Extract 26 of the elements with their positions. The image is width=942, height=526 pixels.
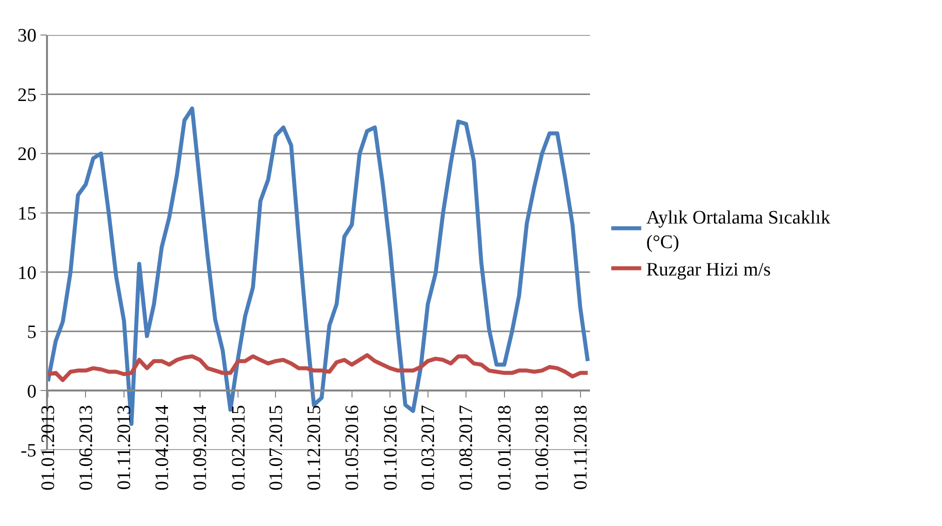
x-tick-label: 01.01.2018 — [494, 405, 516, 491]
x-tick-label: 01.10.2016 — [380, 405, 402, 491]
legend-label: Aylık Ortalama Sıcaklık (°C) — [646, 207, 831, 253]
x-tick-label: 01.02.2015 — [228, 405, 250, 491]
y-tick-label: 5 — [26, 322, 36, 344]
y-tick-label: -5 — [20, 440, 36, 462]
x-tick-label: 01.07.2015 — [266, 405, 287, 491]
x-tick-label: 01.08.2017 — [456, 405, 478, 491]
x-tick-label: 01.06.2013 — [76, 405, 97, 491]
legend-label: Ruzgar Hizi m/s — [646, 260, 771, 281]
x-tick-label: 01.12.2015 — [304, 405, 326, 491]
y-tick-label: 10 — [17, 262, 36, 284]
x-tick-label: 01.06.2018 — [532, 405, 554, 491]
x-tick-label: 01.09.2014 — [190, 404, 212, 491]
y-tick-label: 25 — [17, 84, 36, 106]
x-tick-label: 01.04.2014 — [152, 404, 173, 491]
x-tick-label: 01.05.2016 — [342, 405, 364, 491]
x-tick-label: 01.03.2017 — [418, 405, 439, 491]
y-tick-label: 30 — [17, 26, 36, 47]
y-tick-label: 0 — [26, 381, 36, 402]
y-tick-label: 20 — [17, 144, 36, 166]
y-tick-label: 15 — [17, 204, 36, 225]
x-tick-label: 01.11.2013 — [114, 405, 136, 490]
x-tick-label: 01.01.2013 — [38, 405, 60, 491]
x-tick-label: 01.11.2018 — [570, 405, 592, 490]
line-series — [48, 353, 590, 382]
